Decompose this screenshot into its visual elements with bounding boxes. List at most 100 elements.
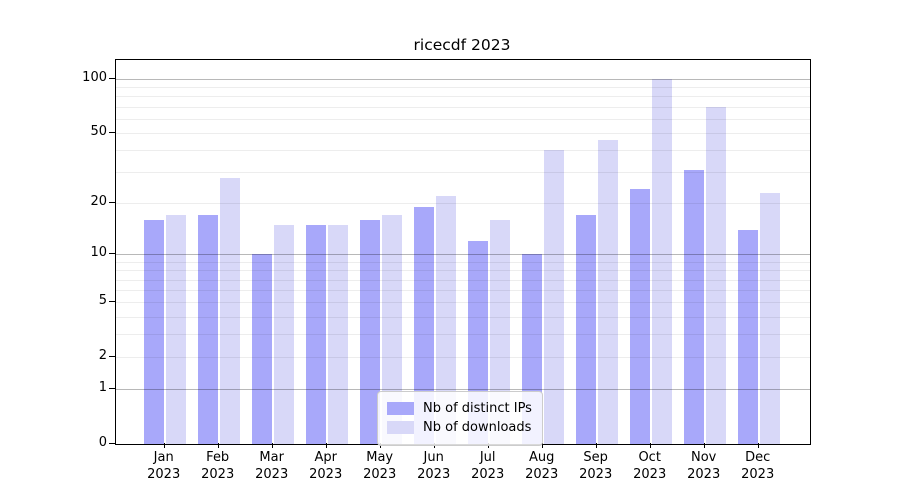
bar-distinct-ips — [359, 219, 380, 444]
bar-distinct-ips — [413, 207, 434, 444]
gridline-minor-8 — [116, 270, 810, 272]
y-tick-label-100: 100 — [82, 70, 107, 85]
x-tick-month: Feb — [206, 450, 230, 465]
gridline-minor-60 — [116, 118, 810, 120]
gridline-major-1 — [116, 389, 810, 391]
x-tick-label-aug: Aug 2023 — [514, 449, 570, 483]
x-tick-label-oct: Oct 2023 — [622, 449, 678, 483]
x-tick-month: May — [366, 450, 394, 465]
bar-downloads — [651, 79, 672, 444]
bar-distinct-ips — [683, 169, 704, 444]
legend: Nb of distinct IPs Nb of downloads — [377, 391, 543, 446]
x-tick-year: 2023 — [309, 467, 343, 482]
bar-downloads — [327, 224, 348, 444]
legend-label-distinct-ips: Nb of distinct IPs — [423, 401, 532, 416]
chart-title: ricecdf 2023 — [413, 36, 511, 54]
x-tick-month: Jul — [479, 450, 496, 465]
x-tick-month: Aug — [528, 450, 555, 465]
y-tick-label-2: 2 — [98, 348, 107, 364]
gridline-minor-2 — [116, 357, 810, 359]
y-tick-label-10: 10 — [90, 245, 107, 261]
x-tick-year: 2023 — [525, 467, 559, 482]
x-tick-label-may: May 2023 — [352, 449, 408, 483]
x-tick-mark-apr — [325, 443, 327, 448]
bar-distinct-ips — [737, 229, 758, 444]
x-tick-year: 2023 — [201, 467, 235, 482]
x-tick-label-sep: Sep 2023 — [568, 449, 624, 483]
x-tick-year: 2023 — [147, 467, 181, 482]
x-tick-mark-aug — [541, 443, 543, 448]
x-tick-label-mar: Mar 2023 — [244, 449, 300, 483]
y-tick-mark-50 — [109, 132, 115, 134]
x-tick-year: 2023 — [579, 467, 613, 482]
gridline-minor-6 — [116, 290, 810, 292]
bar-downloads — [381, 215, 402, 444]
bar-distinct-ips — [305, 224, 326, 444]
x-tick-mark-dec — [757, 443, 759, 448]
x-tick-mark-nov — [703, 443, 705, 448]
x-tick-mark-sep — [595, 443, 597, 448]
x-tick-year: 2023 — [417, 467, 451, 482]
x-tick-label-jan: Jan 2023 — [136, 449, 192, 483]
gridline-minor-9 — [116, 261, 810, 263]
bar-downloads — [489, 219, 510, 444]
y-tick-mark-2 — [109, 356, 115, 358]
x-tick-month: Jun — [423, 450, 444, 465]
x-tick-mark-jan — [163, 443, 165, 448]
y-tick-label-5: 5 — [98, 293, 107, 309]
x-tick-month: Sep — [583, 450, 608, 465]
bar-downloads — [435, 196, 456, 444]
legend-swatch-distinct-ips — [387, 402, 414, 415]
gridline-major-100 — [116, 79, 810, 80]
legend-swatch-downloads — [387, 421, 414, 434]
bar-distinct-ips — [143, 219, 164, 444]
x-tick-year: 2023 — [255, 467, 289, 482]
y-tick-mark-20 — [109, 202, 115, 204]
plot-area — [115, 59, 811, 445]
y-tick-mark-100 — [109, 78, 115, 79]
gridline-minor-90 — [116, 87, 810, 89]
y-tick-label-50: 50 — [90, 124, 107, 140]
x-tick-year: 2023 — [687, 467, 721, 482]
gridline-minor-3 — [116, 334, 810, 336]
y-tick-label-0: 0 — [98, 435, 107, 450]
bar-distinct-ips — [251, 254, 272, 444]
x-tick-mark-feb — [217, 443, 219, 448]
x-tick-month: Nov — [691, 450, 717, 465]
bar-downloads — [219, 177, 240, 444]
y-tick-label-20: 20 — [90, 194, 107, 210]
bar-distinct-ips — [575, 215, 596, 444]
gridline-minor-80 — [116, 96, 810, 98]
gridline-minor-4 — [116, 316, 810, 318]
x-tick-label-dec: Dec 2023 — [730, 449, 786, 483]
bar-distinct-ips — [197, 215, 218, 444]
bar-downloads — [273, 224, 294, 444]
gridline-minor-5 — [116, 302, 810, 304]
x-tick-year: 2023 — [633, 467, 667, 482]
gridline-major-10 — [116, 254, 810, 256]
bar-downloads — [165, 215, 186, 444]
x-tick-label-nov: Nov 2023 — [676, 449, 732, 483]
x-tick-year: 2023 — [741, 467, 775, 482]
x-tick-month: Mar — [259, 450, 284, 465]
x-tick-label-jul: Jul 2023 — [460, 449, 516, 483]
legend-row-downloads: Nb of downloads — [387, 419, 532, 436]
y-tick-mark-0 — [109, 443, 115, 444]
x-tick-label-jun: Jun 2023 — [406, 449, 462, 483]
y-tick-mark-5 — [109, 301, 115, 303]
x-tick-month: Apr — [314, 450, 337, 465]
y-tick-mark-1 — [109, 388, 115, 390]
gridline-minor-20 — [116, 203, 810, 205]
x-tick-year: 2023 — [471, 467, 505, 482]
x-tick-month: Oct — [638, 450, 661, 465]
x-tick-year: 2023 — [363, 467, 397, 482]
bar-downloads — [543, 150, 564, 444]
x-tick-label-apr: Apr 2023 — [298, 449, 354, 483]
x-tick-month: Dec — [745, 450, 771, 465]
gridline-minor-50 — [116, 133, 810, 135]
bar-distinct-ips — [629, 189, 650, 444]
y-tick-label-1: 1 — [98, 380, 107, 396]
bar-downloads — [705, 106, 726, 444]
x-tick-mark-oct — [649, 443, 651, 448]
